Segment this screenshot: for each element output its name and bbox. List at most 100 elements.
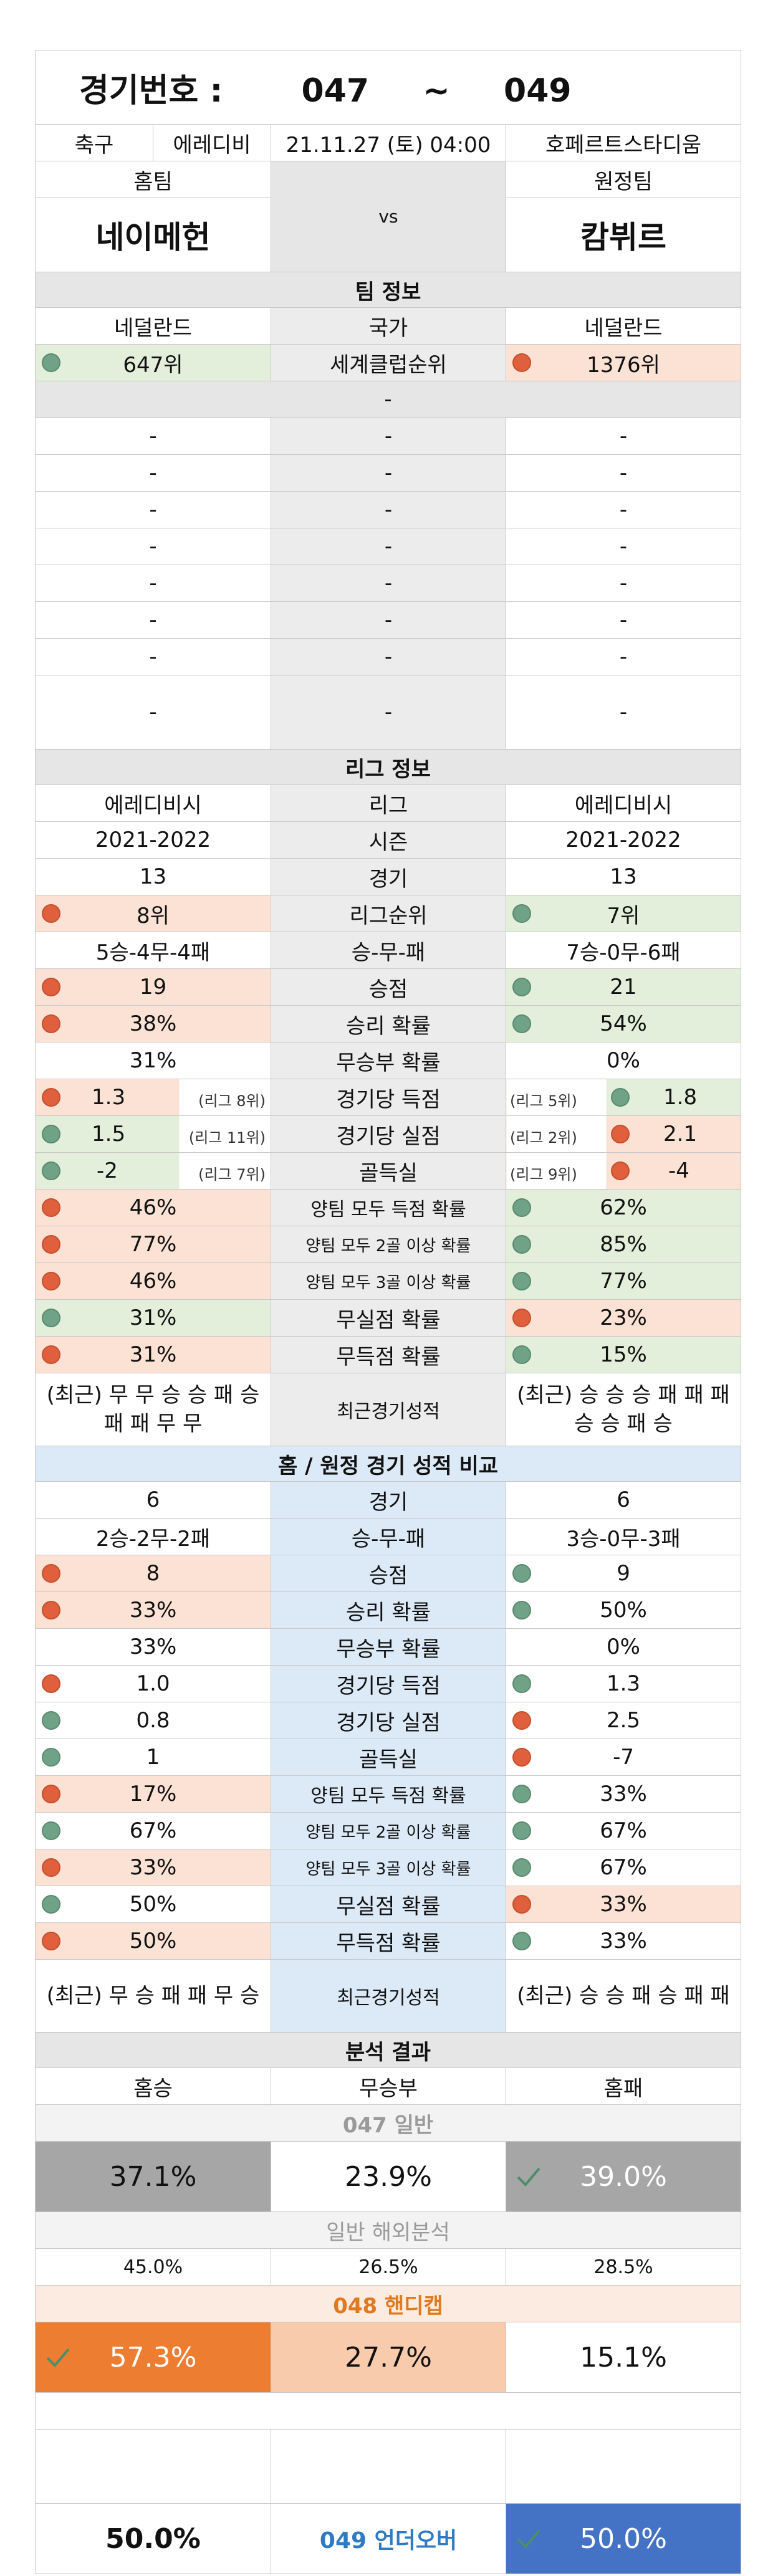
btts2-label: 양팀 모두 2골 이상 확률 — [271, 1226, 506, 1263]
check-icon — [517, 2529, 540, 2549]
down-indicator-icon — [611, 1125, 630, 1143]
up-indicator-icon — [512, 1272, 531, 1290]
league-cell: 에레디비 — [153, 124, 271, 161]
col-draw: 무승부 — [271, 2068, 506, 2105]
venue-win-prob-label: 승리 확률 — [271, 1591, 506, 1629]
home-venue-recent-form: (최근) 무 승 패 패 무 승 — [35, 1959, 271, 2033]
down-indicator-icon — [42, 1088, 60, 1107]
handicap-draw: 27.7% — [271, 2322, 506, 2393]
away-fail-to-score: 15% — [505, 1336, 742, 1373]
down-indicator-icon — [42, 1858, 60, 1877]
dash-cell: - — [505, 638, 742, 675]
dash-cell: - — [271, 528, 506, 565]
general-home-win: 37.1% — [35, 2141, 271, 2212]
away-points: 21 — [505, 968, 742, 1006]
away-goals-for-rank: (리그 5위) — [510, 1092, 577, 1110]
win-prob-label: 승리 확률 — [271, 1005, 506, 1042]
away-games: 13 — [505, 858, 742, 895]
dash-cell: - — [505, 454, 742, 492]
dash-cell: - — [271, 491, 506, 528]
home-btts: 46% — [35, 1189, 271, 1226]
home-games: 13 — [35, 858, 271, 895]
away-venue-record: 3승-0무-3패 — [505, 1518, 742, 1555]
dash-cell: - — [271, 565, 506, 602]
goals-against-label: 경기당 실점 — [271, 1115, 506, 1153]
up-indicator-icon — [512, 1932, 531, 1950]
check-icon — [46, 2348, 70, 2367]
venue-goal-diff-label: 골득실 — [271, 1739, 506, 1776]
game-number-sep: ~ — [423, 72, 450, 110]
away-goals-against: (리그 2위) 2.1 — [505, 1115, 742, 1153]
home-btts2: 77% — [35, 1226, 271, 1263]
away-venue-goals-against: 2.5 — [505, 1702, 742, 1739]
check-icon — [517, 2167, 540, 2187]
up-indicator-icon — [512, 904, 531, 923]
away-goals-against-rank: (리그 2위) — [510, 1129, 577, 1147]
down-indicator-icon — [611, 1162, 630, 1180]
venue-games-label: 경기 — [271, 1481, 506, 1519]
draw-prob-label: 무승부 확률 — [271, 1042, 506, 1079]
dash-cell: - — [271, 675, 506, 750]
away-venue-games: 6 — [505, 1481, 742, 1519]
home-record: 5승-4무-4패 — [35, 932, 271, 969]
away-win-prob: 54% — [505, 1005, 742, 1042]
vs-cell: vs — [271, 161, 506, 272]
away-world-rank: 1376위 — [505, 344, 742, 381]
home-world-rank: 647위 — [35, 344, 271, 381]
venue-clean-sheet-label: 무실점 확률 — [271, 1886, 506, 1923]
home-season: 2021-2022 — [35, 821, 271, 859]
down-indicator-icon — [512, 353, 531, 372]
away-venue-clean-sheet: 33% — [505, 1886, 742, 1923]
venue-cell: 호페르트스타디움 — [505, 124, 742, 161]
down-indicator-icon — [42, 1198, 60, 1217]
down-indicator-icon — [42, 1601, 60, 1620]
up-indicator-icon — [512, 1014, 531, 1033]
sport-cell: 축구 — [35, 124, 153, 161]
under-over-label: 049 언더오버 — [271, 2503, 506, 2574]
match-analysis-sheet: 경기번호 : 047 ~ 049 축구 에레디비 21.11.27 (토) 04… — [34, 50, 742, 2574]
game-number-label: 경기번호 : — [79, 72, 223, 110]
away-goals-for: (리그 5위) 1.8 — [505, 1079, 742, 1116]
home-recent-form: (최근) 무 무 승 승 패 승 패 패 무 무 — [35, 1373, 271, 1446]
home-venue-goals-for: 1.0 — [35, 1665, 271, 1702]
away-country: 네덜란드 — [505, 307, 742, 345]
dash-cell: - — [35, 565, 271, 602]
down-indicator-icon — [42, 1674, 60, 1693]
home-league-rank: 8위 — [35, 895, 271, 932]
down-indicator-icon — [42, 904, 60, 923]
home-venue-goals-against: 0.8 — [35, 1702, 271, 1739]
away-league: 에레디비시 — [505, 785, 742, 822]
up-indicator-icon — [42, 1711, 60, 1730]
home-win-prob: 38% — [35, 1005, 271, 1042]
away-record: 7승-0무-6패 — [505, 932, 742, 969]
away-venue-recent-form: (최근) 승 승 패 승 패 패 — [505, 1959, 742, 2033]
down-indicator-icon — [42, 1345, 60, 1364]
overseas-label: 일반 해외분석 — [34, 2211, 742, 2249]
col-home-win: 홈승 — [35, 2068, 271, 2105]
dash-cell: - — [271, 638, 506, 675]
venue-btts2-label: 양팀 모두 2골 이상 확률 — [271, 1812, 506, 1849]
record-label: 승-무-패 — [271, 932, 506, 969]
overseas-home-win: 45.0% — [35, 2248, 271, 2286]
up-indicator-icon — [42, 1125, 60, 1143]
league-rank-label: 리그순위 — [271, 895, 506, 932]
world-rank-label: 세계클럽순위 — [271, 344, 506, 381]
down-indicator-icon — [42, 978, 60, 996]
venue-draw-prob-label: 무승부 확률 — [271, 1628, 506, 1666]
home-venue-record: 2승-2무-2패 — [35, 1518, 271, 1555]
country-label: 국가 — [271, 307, 506, 345]
home-points: 19 — [35, 968, 271, 1006]
home-venue-btts3: 33% — [35, 1849, 271, 1886]
down-indicator-icon — [512, 1895, 531, 1914]
venue-record-label: 승-무-패 — [271, 1518, 506, 1555]
up-indicator-icon — [42, 1748, 60, 1767]
dash-cell: - — [35, 675, 271, 750]
analysis-table: 경기번호 : 047 ~ 049 축구 에레디비 21.11.27 (토) 04… — [34, 50, 742, 2574]
away-venue-btts: 33% — [505, 1775, 742, 1813]
league-info-header: 리그 정보 — [34, 749, 742, 785]
home-venue-win-prob: 33% — [35, 1591, 271, 1629]
away-venue-btts2: 67% — [505, 1812, 742, 1849]
dash-cell: - — [505, 528, 742, 565]
home-goal-diff: -2 (리그 7위) — [35, 1152, 271, 1190]
venue-btts-label: 양팀 모두 득점 확률 — [271, 1775, 506, 1813]
